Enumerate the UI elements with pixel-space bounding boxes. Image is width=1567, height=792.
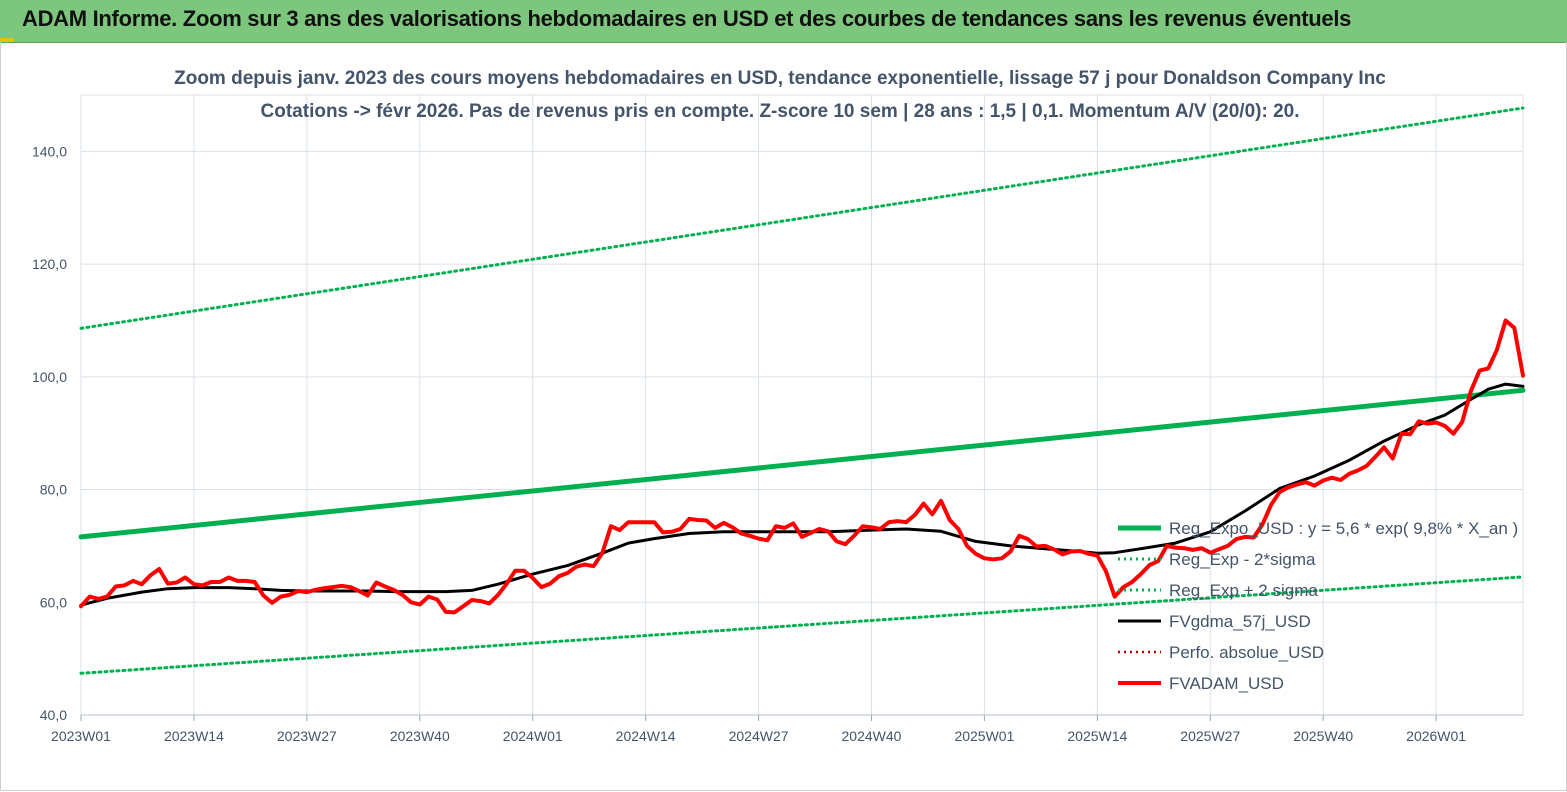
chart-title: Zoom depuis janv. 2023 des cours moyens …	[174, 68, 1386, 89]
y-tick-label: 80,0	[40, 482, 67, 498]
x-tick-label: 2023W01	[51, 728, 111, 744]
grid-layer	[80, 94, 1524, 716]
x-tick-label: 2025W27	[1180, 728, 1240, 744]
x-tick-label: 2023W40	[390, 728, 450, 744]
legend-label: Reg_Exp - 2*sigma	[1169, 550, 1316, 569]
x-tick-label: 2024W27	[729, 728, 789, 744]
y-tick-label: 120,0	[32, 256, 67, 272]
adam-line	[79, 318, 1525, 615]
x-tick-label: 2023W14	[164, 728, 224, 744]
y-tick-label: 140,0	[32, 143, 67, 159]
chart-subtitle: Cotations -> févr 2026. Pas de revenus p…	[261, 101, 1300, 122]
axis-layer: 40,0 60,0 80,0 100,0 120,0 140,0 2023W01 2023W1…	[32, 143, 1523, 744]
x-tick-label: 2026W01	[1406, 728, 1466, 744]
trend-line	[78, 387, 1526, 540]
title-banner: ADAM Informe. Zoom sur 3 ans des valoris…	[0, 0, 1567, 43]
series-layer	[78, 106, 1526, 675]
gdma-line	[79, 382, 1525, 607]
lower-band-line	[79, 575, 1525, 675]
x-tick-label: 2024W14	[616, 728, 676, 744]
banner-title: ADAM Informe. Zoom sur 3 ans des valoris…	[22, 6, 1352, 31]
y-tick-label: 100,0	[32, 369, 67, 385]
x-tick-label: 2025W01	[954, 728, 1014, 744]
x-tick-label: 2024W01	[503, 728, 563, 744]
x-tick-label: 2025W14	[1067, 728, 1127, 744]
banner-accent-mark	[0, 38, 14, 42]
upper-band-line	[79, 106, 1525, 330]
x-tick-label: 2025W40	[1293, 728, 1353, 744]
legend-label: FVADAM_USD	[1169, 674, 1284, 693]
legend-label: Reg_Exp + 2 sigma	[1169, 581, 1318, 600]
legend-label: Perfo. absolue_USD	[1169, 643, 1324, 662]
x-tick-label: 2023W27	[277, 728, 337, 744]
y-tick-label: 60,0	[40, 594, 67, 610]
x-tick-label: 2024W40	[842, 728, 902, 744]
legend: Reg_Expo_USD : y = 5,6 * exp( 9,8% * X_a…	[1118, 519, 1518, 693]
legend-label: FVgdma_57j_USD	[1169, 612, 1311, 631]
legend-label: Reg_Expo_USD : y = 5,6 * exp( 9,8% * X_a…	[1169, 519, 1518, 538]
y-tick-label: 40,0	[40, 707, 67, 723]
